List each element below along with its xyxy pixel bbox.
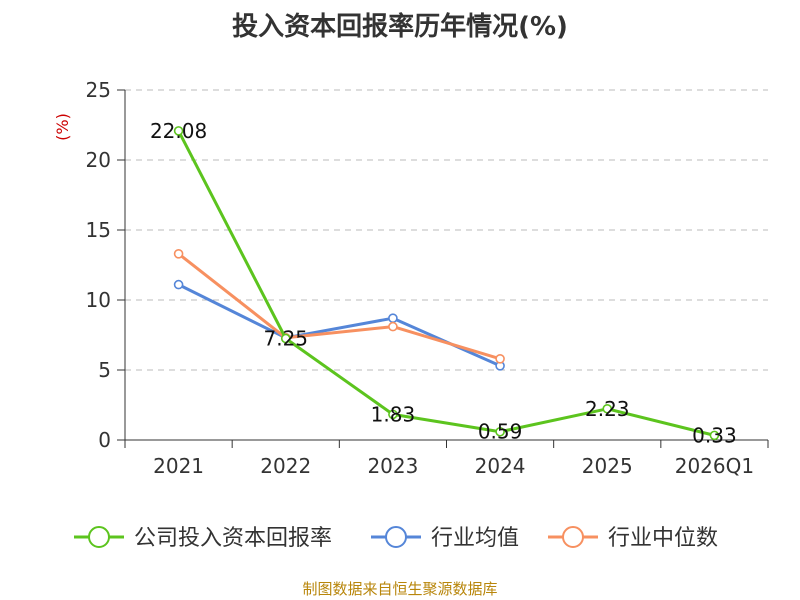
legend: 公司投入资本回报率 行业均值 行业中位数	[74, 526, 718, 551]
data-point	[173, 279, 184, 290]
data-label: 1.83	[371, 402, 416, 426]
x-tick-label: 2023	[367, 454, 418, 478]
data-point	[388, 321, 398, 332]
legend-swatch-marker	[385, 526, 407, 548]
data-label: 22.08	[150, 119, 207, 143]
legend-swatch-marker	[88, 526, 110, 548]
chart-title: 投入资本回报率历年情况(%)	[232, 12, 568, 42]
series-line-1	[177, 283, 501, 368]
data-point	[388, 409, 398, 420]
data-label: 0.59	[478, 420, 523, 444]
data-point	[495, 353, 505, 364]
data-point	[709, 430, 720, 441]
data-point	[388, 313, 398, 324]
x-tick-label: 2022	[260, 454, 311, 478]
y-tick-label: 10	[86, 288, 111, 312]
data-point	[602, 403, 613, 414]
x-tick-label: 2025	[582, 454, 633, 478]
y-tick-label: 20	[86, 148, 111, 172]
legend-label: 行业均值	[431, 526, 519, 551]
x-tick-labels: 2021 2022 2023 2024 2025 2026Q1	[153, 454, 754, 478]
axes	[117, 89, 769, 448]
y-tick-label: 15	[86, 218, 111, 242]
legend-label: 行业中位数	[608, 526, 718, 551]
legend-swatch-marker	[562, 526, 584, 548]
y-tick-label: 25	[86, 78, 111, 102]
y-tick-labels: 0 5 10 15 20 25	[86, 78, 111, 452]
data-point	[173, 126, 184, 136]
gridlines	[125, 89, 768, 371]
data-labels: 22.08 7.25 1.83 0.59 2.23 0.33	[150, 119, 737, 448]
source-note: 制图数据来自恒生聚源数据库	[302, 580, 498, 598]
legend-label: 公司投入资本回报率	[134, 526, 332, 551]
series-line-2	[177, 252, 501, 361]
y-tick-label: 0	[98, 428, 111, 452]
data-point	[280, 333, 291, 344]
series-lines	[173, 126, 720, 441]
series-line-0	[177, 130, 715, 437]
data-label: 0.33	[692, 423, 737, 447]
y-axis-unit-label: (%)	[53, 113, 72, 141]
x-tick-label: 2024	[475, 454, 526, 478]
data-label: 7.25	[263, 327, 308, 351]
data-point	[173, 249, 184, 259]
x-tick-label: 2026Q1	[675, 454, 754, 478]
y-tick-label: 5	[98, 358, 111, 382]
x-tick-label: 2021	[153, 454, 204, 478]
data-point	[495, 426, 505, 437]
data-label: 2.23	[585, 397, 630, 421]
